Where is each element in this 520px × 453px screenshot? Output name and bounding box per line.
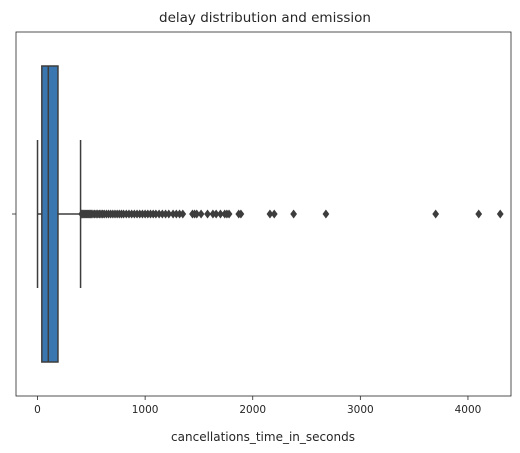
x-tick-label: 0 <box>34 404 41 416</box>
box-iqr <box>42 66 58 362</box>
outlier-point <box>271 210 277 218</box>
outlier-points <box>79 210 504 218</box>
x-tick-label: 4000 <box>455 404 482 416</box>
outlier-point <box>198 210 204 218</box>
box-plot <box>38 66 81 362</box>
outlier-point <box>433 210 439 218</box>
chart-title: delay distribution and emission <box>159 10 371 26</box>
outlier-point <box>476 210 482 218</box>
x-tick-label: 3000 <box>347 404 374 416</box>
outlier-point <box>291 210 297 218</box>
x-axis-label: cancellations_time_in_seconds <box>171 430 355 444</box>
x-tick-label: 2000 <box>239 404 266 416</box>
outlier-point <box>323 210 329 218</box>
outlier-point <box>497 210 503 218</box>
x-axis: 0 1000 2000 3000 4000 <box>34 396 481 416</box>
x-tick-label: 1000 <box>132 404 159 416</box>
